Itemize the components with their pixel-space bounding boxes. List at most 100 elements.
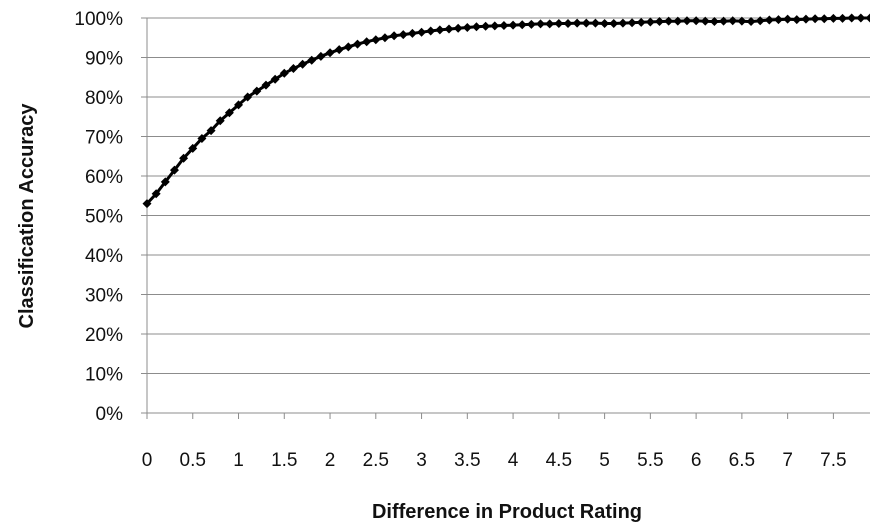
data-point bbox=[572, 18, 582, 28]
data-point bbox=[243, 92, 253, 102]
data-point bbox=[810, 14, 820, 24]
data-point bbox=[847, 13, 857, 23]
y-tick-label: 0% bbox=[96, 404, 124, 425]
x-tick-label: 1 bbox=[233, 450, 244, 471]
data-point bbox=[444, 24, 454, 34]
data-point bbox=[215, 116, 225, 126]
data-point bbox=[737, 16, 747, 26]
y-tick-label: 50% bbox=[85, 207, 123, 228]
data-point bbox=[160, 177, 170, 187]
data-point bbox=[746, 17, 756, 27]
data-point bbox=[673, 16, 683, 26]
data-point bbox=[179, 153, 189, 163]
data-point bbox=[490, 21, 500, 31]
data-point bbox=[828, 13, 838, 23]
data-point bbox=[563, 19, 573, 29]
y-tick-label: 70% bbox=[85, 128, 123, 149]
data-point bbox=[801, 14, 811, 24]
data-point bbox=[600, 19, 610, 29]
data-point bbox=[362, 37, 372, 47]
data-point bbox=[636, 17, 646, 27]
x-tick-label: 2 bbox=[325, 450, 336, 471]
data-point bbox=[664, 16, 674, 26]
y-tick-label: 80% bbox=[85, 88, 123, 109]
data-point bbox=[142, 199, 152, 209]
x-tick-label: 2.5 bbox=[363, 450, 389, 471]
data-point bbox=[792, 15, 802, 25]
data-point bbox=[499, 21, 509, 31]
x-tick-labels: 0 0.5 1 1.5 2 2.5 3 3.5 4 4.5 5 5.5 6 6.5 7 7.5 bbox=[142, 450, 847, 471]
data-point bbox=[655, 17, 665, 27]
y-tick-label: 40% bbox=[85, 246, 123, 267]
data-point bbox=[481, 21, 491, 31]
data-point bbox=[234, 100, 244, 110]
data-point bbox=[197, 133, 207, 143]
data-point bbox=[764, 15, 774, 25]
data-point bbox=[856, 13, 866, 23]
data-point bbox=[581, 18, 591, 28]
axes bbox=[141, 17, 870, 419]
y-tick-label: 100% bbox=[74, 9, 123, 30]
x-axis-title: Difference in Product Rating bbox=[372, 501, 642, 523]
data-point bbox=[755, 16, 765, 26]
data-point bbox=[224, 108, 234, 118]
x-tick-label: 0.5 bbox=[180, 450, 206, 471]
data-point bbox=[343, 42, 353, 52]
data-point bbox=[407, 28, 417, 38]
data-point bbox=[554, 19, 564, 29]
x-tick-label: 5 bbox=[599, 450, 610, 471]
data-point bbox=[773, 15, 783, 25]
data-point bbox=[618, 18, 628, 28]
data-point bbox=[645, 17, 655, 27]
data-point bbox=[526, 19, 536, 29]
x-tick-label: 6.5 bbox=[729, 450, 755, 471]
data-point bbox=[325, 48, 335, 58]
data-point bbox=[261, 80, 271, 90]
x-tick-label: 7 bbox=[782, 450, 793, 471]
x-tick-label: 5.5 bbox=[637, 450, 663, 471]
y-tick-label: 60% bbox=[85, 167, 123, 188]
y-axis-title: Classification Accuracy bbox=[16, 103, 38, 329]
data-point bbox=[380, 33, 390, 43]
x-tick-label: 3 bbox=[416, 450, 427, 471]
data-point bbox=[298, 59, 308, 69]
data-point bbox=[334, 45, 344, 55]
data-point bbox=[719, 16, 729, 26]
series-group bbox=[142, 13, 870, 209]
data-point bbox=[838, 13, 848, 23]
data-point bbox=[709, 17, 719, 27]
data-point bbox=[471, 22, 481, 32]
x-tick-label: 0 bbox=[142, 450, 153, 471]
data-point bbox=[252, 86, 262, 96]
data-point bbox=[691, 16, 701, 26]
data-point bbox=[453, 23, 463, 33]
data-point bbox=[536, 19, 546, 29]
data-point bbox=[627, 18, 637, 28]
y-tick-label: 10% bbox=[85, 365, 123, 386]
data-point bbox=[590, 18, 600, 28]
data-point bbox=[462, 22, 472, 32]
x-tick-label: 7.5 bbox=[820, 450, 846, 471]
data-point bbox=[371, 35, 381, 45]
data-point bbox=[865, 13, 870, 23]
data-point bbox=[417, 27, 427, 37]
data-point bbox=[508, 20, 518, 30]
data-point bbox=[426, 26, 436, 36]
data-point bbox=[288, 64, 298, 74]
data-point bbox=[435, 25, 445, 35]
y-tick-label: 90% bbox=[85, 49, 123, 70]
data-point bbox=[279, 68, 289, 78]
gridlines bbox=[147, 17, 870, 374]
y-tick-label: 30% bbox=[85, 286, 123, 307]
data-point bbox=[151, 189, 161, 199]
data-point bbox=[700, 16, 710, 26]
x-tick-label: 6 bbox=[691, 450, 702, 471]
data-point bbox=[307, 55, 317, 65]
x-tick-label: 3.5 bbox=[454, 450, 480, 471]
data-point bbox=[728, 16, 738, 26]
data-point bbox=[270, 74, 280, 84]
data-point bbox=[819, 14, 829, 24]
y-tick-label: 20% bbox=[85, 325, 123, 346]
y-tick-labels: 0% 10% 20% 30% 40% 50% 60% 70% 80% 90% 100% bbox=[74, 9, 123, 425]
